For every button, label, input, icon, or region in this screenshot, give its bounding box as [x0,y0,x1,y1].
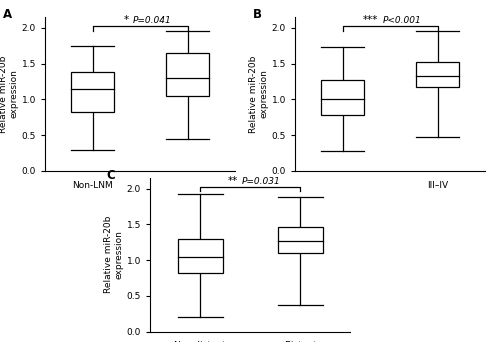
Bar [321,80,364,115]
Text: P=0.041: P=0.041 [132,16,171,25]
Y-axis label: Relative miR-20b
expression: Relative miR-20b expression [250,55,269,133]
Text: ***: *** [363,15,378,25]
Bar [416,62,459,87]
Y-axis label: Relative miR-20b
expression: Relative miR-20b expression [104,216,124,293]
Text: **: ** [228,176,238,186]
Text: C: C [106,169,115,182]
Text: P=0.031: P=0.031 [242,177,281,186]
Bar [166,53,209,96]
Bar [71,72,114,112]
Text: P<0.001: P<0.001 [382,16,421,25]
Text: *: * [124,15,128,25]
Bar [278,226,322,253]
Bar [178,239,222,273]
Text: B: B [253,8,262,21]
Text: A: A [3,8,13,21]
Y-axis label: Relative miR-20b
expression: Relative miR-20b expression [0,55,19,133]
